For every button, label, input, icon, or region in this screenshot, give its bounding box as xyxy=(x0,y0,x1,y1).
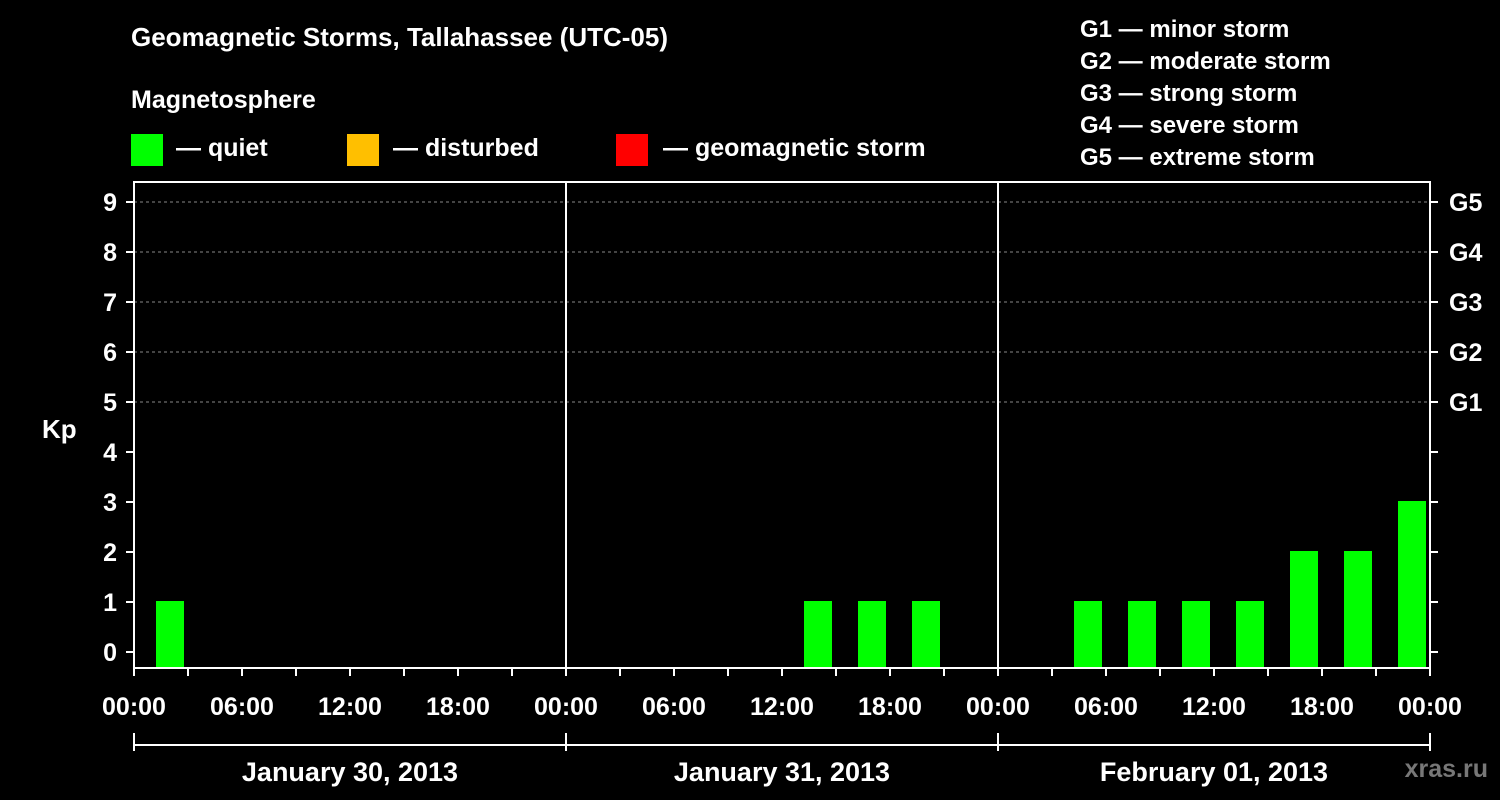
legend-label-storm: — geomagnetic storm xyxy=(663,134,926,162)
watermark: xras.ru xyxy=(1404,755,1488,783)
storm-scale-g1: G1 — minor storm xyxy=(1080,16,1290,43)
legend-label-disturbed: — disturbed xyxy=(393,134,539,162)
y-tick-label: 2 xyxy=(103,539,117,567)
x-tick-label: 12:00 xyxy=(318,693,382,721)
y-tick-label: 8 xyxy=(103,239,117,267)
x-tick-label: 00:00 xyxy=(1398,693,1462,721)
y-tick-label: 1 xyxy=(103,589,117,617)
kp-bar xyxy=(804,601,832,668)
x-tick-label: 18:00 xyxy=(1290,693,1354,721)
date-label: January 31, 2013 xyxy=(674,757,890,787)
plot-frame xyxy=(133,181,1431,669)
kp-bar xyxy=(156,601,184,668)
x-tick-label: 12:00 xyxy=(1182,693,1246,721)
legend-label-quiet: — quiet xyxy=(176,134,268,162)
date-label: January 30, 2013 xyxy=(242,757,458,787)
x-tick-label: 06:00 xyxy=(1074,693,1138,721)
y-tick-label: 9 xyxy=(103,189,117,217)
y-axis-title: Kp xyxy=(42,414,77,444)
right-axis-label: G1 xyxy=(1449,389,1482,417)
storm-scale-legend: G1 — minor storm G2 — moderate storm G3 … xyxy=(1080,14,1331,174)
y-tick-label: 7 xyxy=(103,289,117,317)
x-tick-label: 06:00 xyxy=(210,693,274,721)
magnetosphere-label: Magnetosphere xyxy=(131,86,316,114)
right-axis-label: G4 xyxy=(1449,239,1482,267)
y-tick-label: 0 xyxy=(103,639,117,667)
kp-bar xyxy=(1290,551,1318,668)
right-axis-label: G3 xyxy=(1449,289,1482,317)
kp-bar xyxy=(1398,501,1426,668)
storm-scale-g2: G2 — moderate storm xyxy=(1080,48,1331,75)
x-tick-label: 12:00 xyxy=(750,693,814,721)
y-tick-label: 6 xyxy=(103,339,117,367)
legend-swatch-storm xyxy=(616,134,648,166)
right-axis-label: G2 xyxy=(1449,339,1482,367)
legend-swatch-disturbed xyxy=(347,134,379,166)
kp-bar xyxy=(1074,601,1102,668)
date-label: February 01, 2013 xyxy=(1100,757,1328,787)
legend-swatch-quiet xyxy=(131,134,163,166)
chart-title: Geomagnetic Storms, Tallahassee (UTC-05) xyxy=(131,22,669,52)
x-tick-label: 18:00 xyxy=(858,693,922,721)
kp-bar xyxy=(858,601,886,668)
x-tick-label: 00:00 xyxy=(102,693,166,721)
kp-bar xyxy=(912,601,940,668)
kp-bar xyxy=(1344,551,1372,668)
x-tick-label: 00:00 xyxy=(534,693,598,721)
x-tick-label: 00:00 xyxy=(966,693,1030,721)
kp-bar xyxy=(1128,601,1156,668)
y-tick-label: 4 xyxy=(103,439,117,467)
y-tick-label: 3 xyxy=(103,489,117,517)
x-tick-label: 06:00 xyxy=(642,693,706,721)
storm-scale-g4: G4 — severe storm xyxy=(1080,112,1299,139)
kp-bar xyxy=(1236,601,1264,668)
x-tick-label: 18:00 xyxy=(426,693,490,721)
y-tick-label: 5 xyxy=(103,389,117,417)
right-axis-label: G5 xyxy=(1449,189,1482,217)
kp-bar xyxy=(1182,601,1210,668)
storm-scale-g5: G5 — extreme storm xyxy=(1080,144,1315,171)
storm-scale-g3: G3 — strong storm xyxy=(1080,80,1298,107)
